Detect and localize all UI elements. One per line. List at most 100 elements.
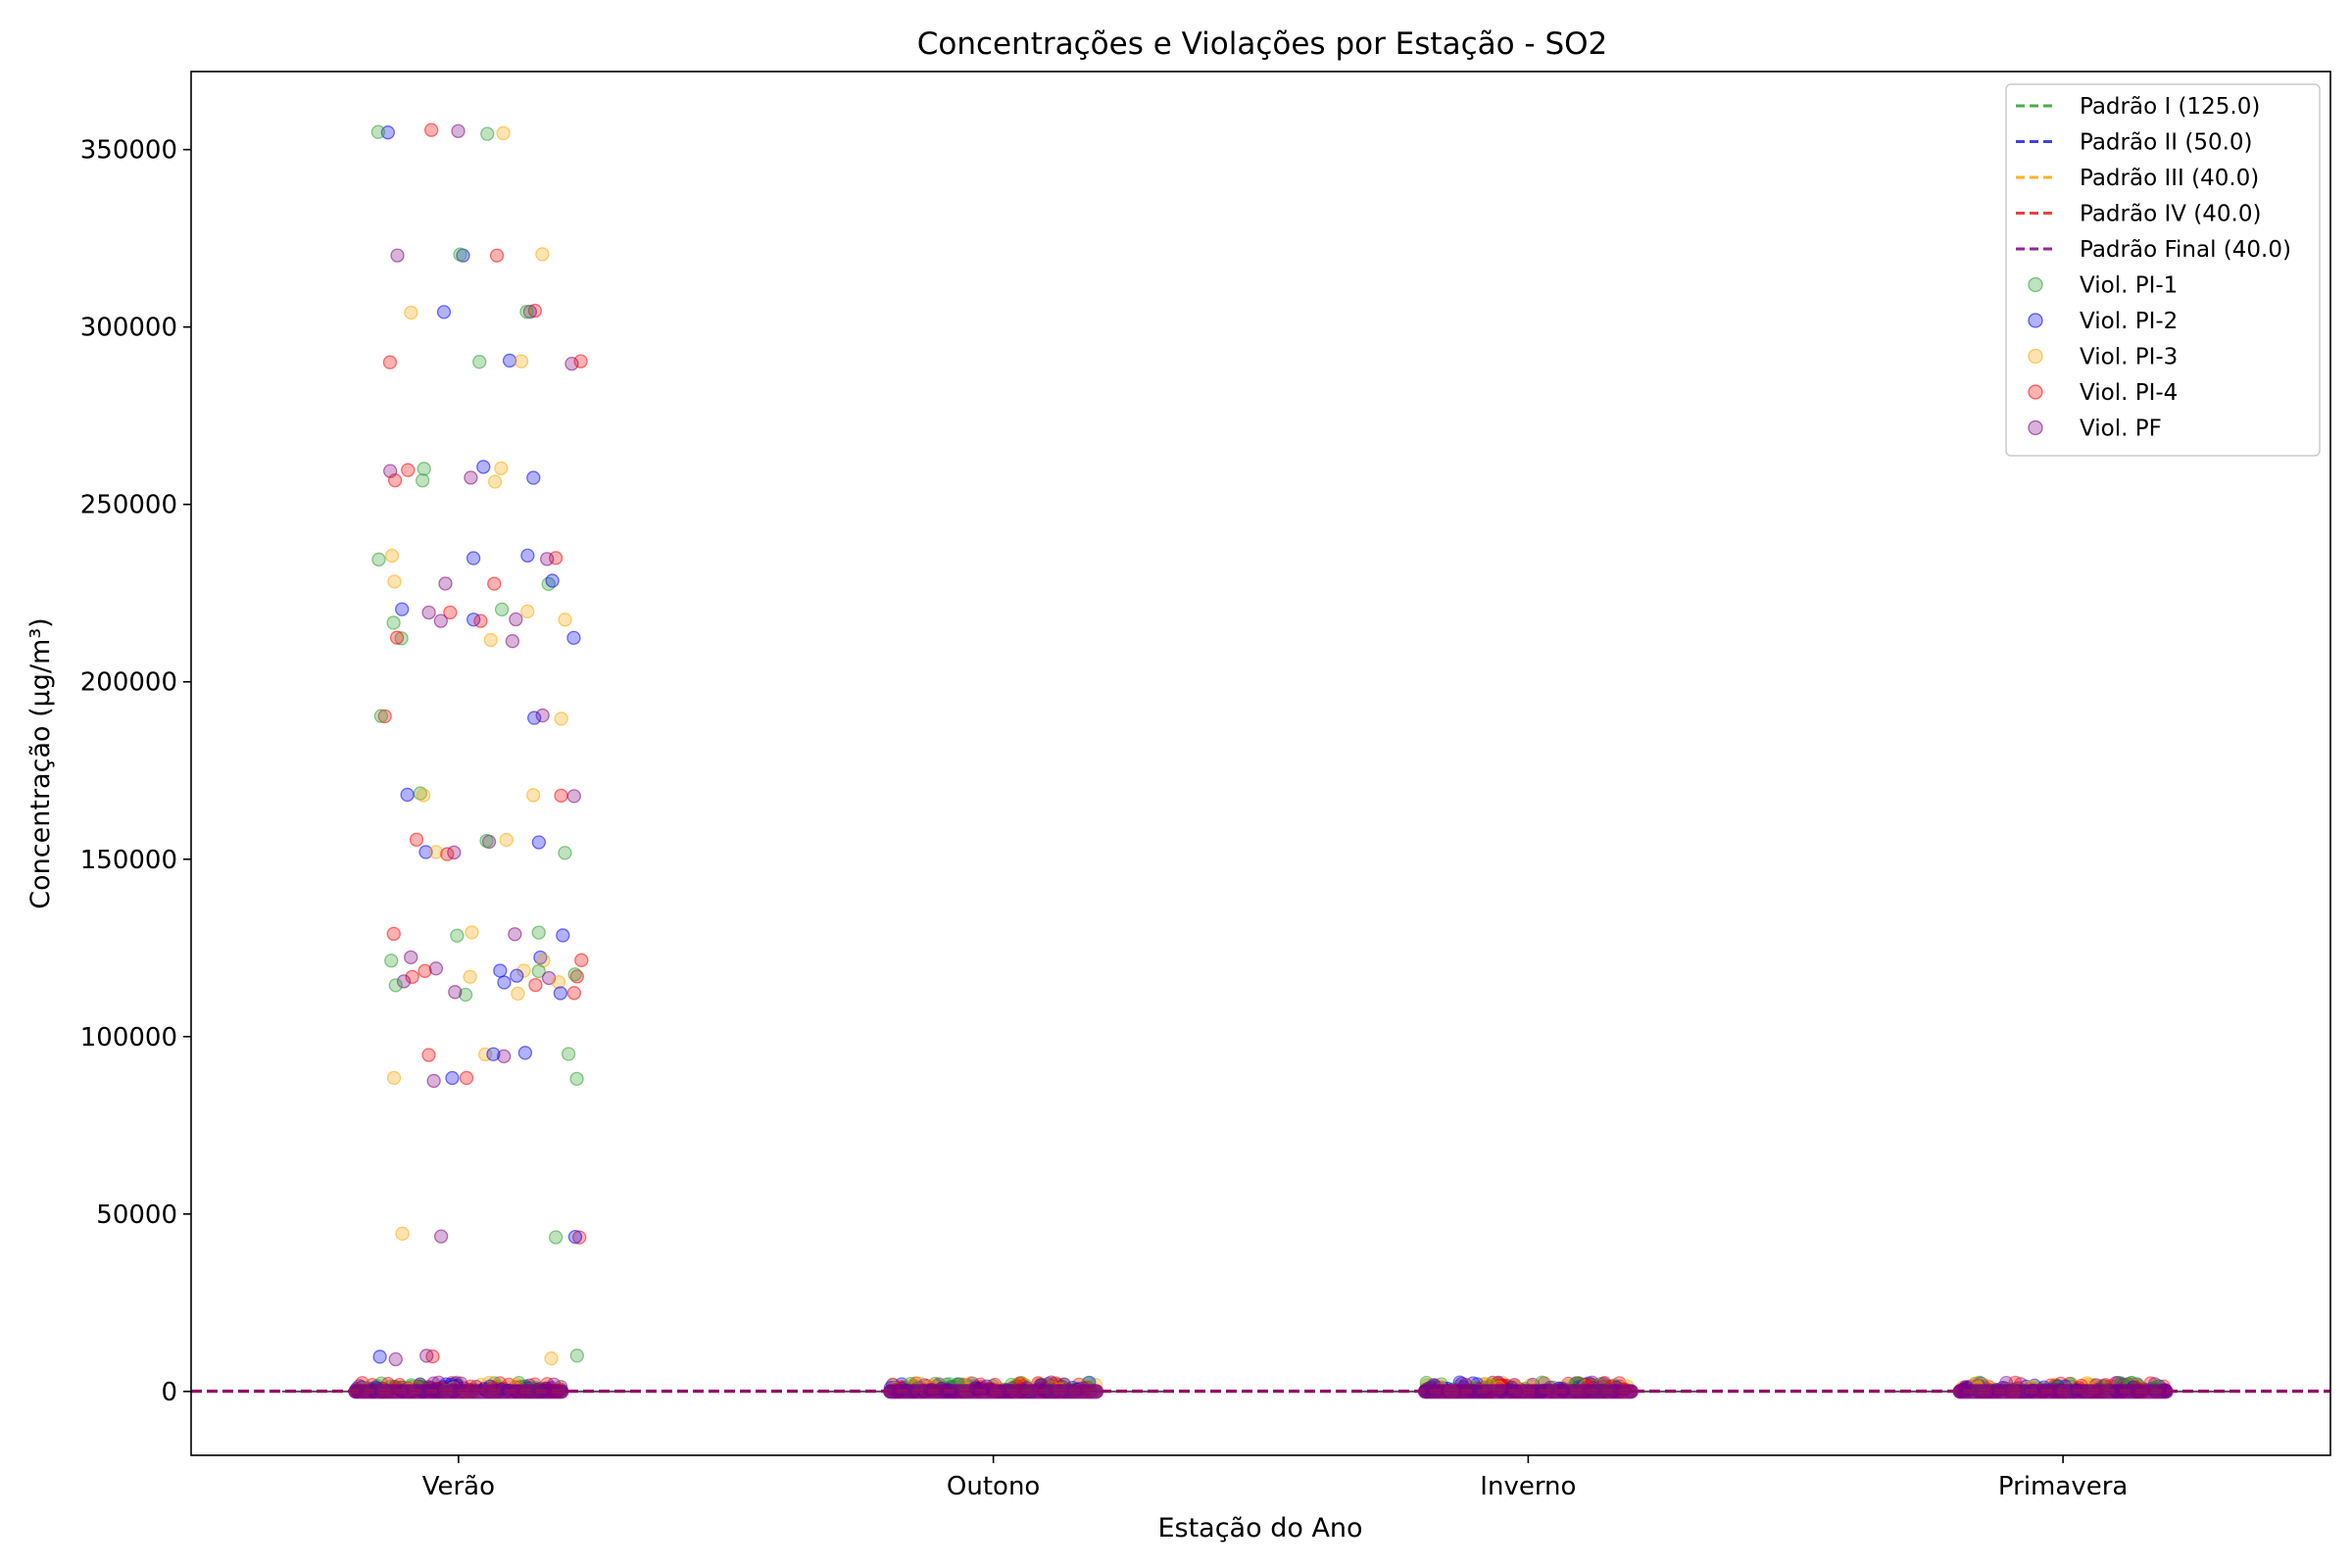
violation-point <box>472 355 487 369</box>
violation-point <box>405 969 419 984</box>
violation-point <box>554 711 568 726</box>
violation-point <box>497 975 512 990</box>
violation-point <box>370 124 386 139</box>
violation-point <box>545 573 560 588</box>
violation-point <box>387 574 402 589</box>
violation-point <box>561 1047 576 1061</box>
y-axis-label: Concentração (µg/m³) <box>25 617 56 908</box>
violation-point <box>388 978 403 993</box>
legend-box <box>2005 83 2321 457</box>
violation-point <box>502 353 517 368</box>
violation-point <box>573 354 588 368</box>
legend-marker-swatch <box>2028 419 2043 436</box>
violation-point <box>394 631 409 646</box>
violation-point <box>531 963 546 979</box>
legend-entry-label: Padrão III (40.0) <box>2080 166 2259 191</box>
chart-title: Concentrações e Violações por Estação - … <box>917 26 1608 62</box>
violation-point <box>569 1348 584 1363</box>
violation-point <box>384 548 400 564</box>
y-tick-label: 200000 <box>80 668 177 698</box>
violation-point <box>494 461 509 476</box>
violation-point <box>544 1351 559 1366</box>
y-tick-label: 100000 <box>80 1023 177 1053</box>
violation-point <box>386 926 401 942</box>
violation-point <box>438 576 453 591</box>
violation-point <box>497 1049 512 1064</box>
violation-point <box>459 1070 474 1086</box>
violation-point <box>466 551 481 565</box>
x-tick-label: Outono <box>947 1472 1040 1501</box>
violation-point <box>419 1348 434 1363</box>
violation-point <box>499 832 514 848</box>
violation-point <box>386 615 401 630</box>
violation-point <box>510 968 524 983</box>
y-tick-label: 0 <box>161 1378 177 1407</box>
violation-point <box>511 986 525 1002</box>
violation-point <box>423 122 439 137</box>
violation-point <box>473 613 488 628</box>
violation-point <box>463 969 477 984</box>
violation-point <box>389 630 405 645</box>
violation-point <box>415 473 430 488</box>
violation-point <box>387 472 403 488</box>
legend-entry-label: Viol. PI-3 <box>2080 345 2178 370</box>
y-tick-label: 300000 <box>80 314 177 343</box>
violation-point <box>526 470 541 485</box>
violation-point <box>535 708 550 723</box>
violation-point <box>509 612 523 627</box>
violation-point <box>551 974 566 990</box>
violation-point <box>479 833 494 849</box>
violation-point <box>480 126 495 141</box>
violation-point <box>382 355 398 369</box>
violation-point <box>436 305 452 319</box>
violation-point <box>384 954 399 968</box>
y-tick-label: 50000 <box>96 1200 177 1230</box>
violation-point <box>566 789 581 804</box>
violation-point <box>520 604 535 619</box>
legend: Padrão I (125.0) Padrão II (50.0) Padrão I… <box>2005 83 2321 457</box>
violation-point <box>535 247 550 262</box>
violation-point <box>520 548 535 564</box>
violation-point <box>386 1070 402 1086</box>
violation-point <box>526 788 541 803</box>
violation-point <box>371 552 386 567</box>
x-tick-label: Inverno <box>1480 1472 1576 1501</box>
violation-point <box>549 1230 564 1245</box>
legend-entry-label: Viol. PI-2 <box>2080 309 2178 334</box>
violation-point <box>448 985 463 1000</box>
violation-point <box>528 977 543 993</box>
violation-point <box>404 950 418 964</box>
violation-point <box>556 928 570 943</box>
violation-point <box>433 1229 449 1244</box>
violation-point <box>496 125 511 141</box>
violation-point <box>505 634 520 649</box>
violation-point <box>489 248 505 263</box>
violation-point <box>395 602 410 616</box>
x-tick-label: Primavera <box>1998 1472 2128 1501</box>
violation-point <box>569 969 584 984</box>
violation-point <box>540 552 555 566</box>
violation-point <box>514 354 529 368</box>
violation-point <box>416 788 431 803</box>
violation-point <box>445 1070 460 1086</box>
violation-point <box>519 304 534 319</box>
violation-point <box>401 463 416 477</box>
violation-point <box>377 709 392 724</box>
plot-frame <box>190 71 2331 1456</box>
violation-point <box>426 1073 441 1089</box>
legend-entry-label: Padrão IV (40.0) <box>2080 202 2261 227</box>
violation-point <box>433 613 449 628</box>
violation-point <box>458 987 473 1003</box>
x-axis: Verão Outono Inverno Primavera <box>422 1455 2128 1501</box>
violation-point <box>380 125 396 140</box>
violation-point <box>440 847 455 861</box>
violation-point <box>487 576 502 591</box>
violation-point <box>428 961 444 976</box>
violation-point <box>486 1047 501 1061</box>
violation-point <box>476 460 491 474</box>
violation-point <box>569 1071 584 1087</box>
violation-point <box>558 846 572 860</box>
violation-point <box>566 986 582 1001</box>
violation-point <box>453 247 467 262</box>
violation-point <box>554 788 568 803</box>
